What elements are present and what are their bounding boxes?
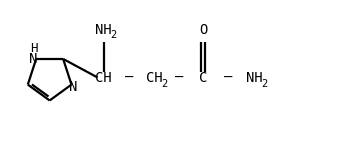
Text: 2: 2: [161, 79, 167, 89]
Text: CH: CH: [95, 71, 112, 84]
Text: NH: NH: [95, 23, 112, 37]
Text: —: —: [175, 71, 183, 84]
Text: —: —: [125, 71, 133, 84]
Text: H: H: [30, 42, 37, 55]
Text: N: N: [29, 52, 38, 66]
Text: 2: 2: [261, 79, 267, 89]
Text: O: O: [199, 23, 207, 37]
Text: C: C: [199, 71, 207, 84]
Text: CH: CH: [146, 71, 163, 84]
Text: —: —: [224, 71, 233, 84]
Text: NH: NH: [245, 71, 262, 84]
Text: N: N: [69, 80, 77, 94]
Text: 2: 2: [111, 30, 117, 40]
